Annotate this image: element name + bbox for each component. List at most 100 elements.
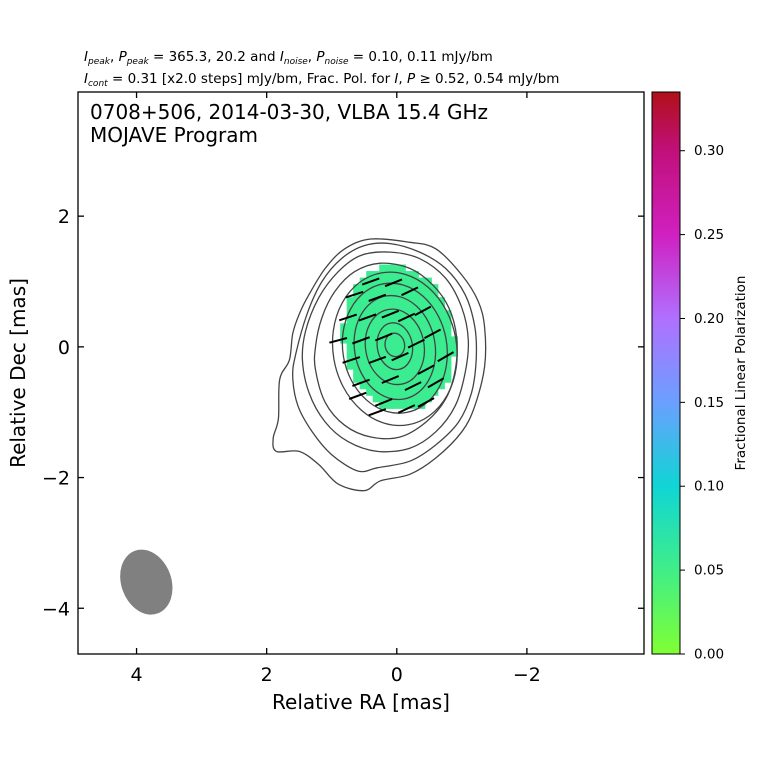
polarization-pixel — [366, 323, 374, 331]
polarization-pixel — [379, 277, 387, 285]
polarization-pixel — [392, 336, 400, 344]
polarization-pixel — [385, 349, 393, 357]
polarization-pixel — [398, 310, 406, 318]
polarization-pixel — [424, 310, 432, 318]
contour-line — [376, 322, 414, 371]
contours — [272, 238, 487, 492]
polarization-pixel — [424, 336, 432, 344]
polarization-pixel — [418, 342, 426, 351]
polarization-pixel — [437, 349, 445, 357]
colorbar-tick-label: 0.25 — [694, 227, 724, 243]
polarization-pixel — [418, 277, 426, 285]
evpa-vector — [374, 398, 393, 407]
polarization-pixel — [398, 375, 406, 383]
polarization-pixel — [385, 284, 393, 292]
colorbar-label: Fractional Linear Polarization — [733, 276, 749, 471]
polarization-pixel — [418, 290, 426, 298]
evpa-vector — [397, 404, 416, 414]
polarization-pixel — [372, 277, 380, 285]
polarization-pixel — [372, 303, 380, 311]
polarization-pixel — [353, 369, 361, 377]
polarization-pixel — [366, 388, 374, 396]
polarization-pixel — [379, 382, 387, 390]
evpa-vector — [368, 355, 387, 365]
polarization-pixel — [405, 362, 413, 370]
polarization-pixel — [353, 349, 361, 357]
polarization-pixel — [353, 362, 361, 370]
x-tick-label: −2 — [513, 664, 541, 686]
evpa-vector — [384, 278, 403, 288]
x-tick-label: 4 — [131, 664, 143, 686]
y-axis-label: Relative Dec [mas] — [6, 278, 30, 468]
polarization-pixel — [385, 277, 393, 285]
polarization-pixel — [405, 349, 413, 357]
polarization-pixel — [411, 297, 419, 305]
polarization-pixel — [366, 290, 374, 298]
polarization-pixel — [385, 290, 393, 298]
y-tick-label: 2 — [58, 206, 70, 228]
polarization-pixel — [385, 316, 393, 324]
polarization-pixel — [398, 401, 406, 409]
polarization-pixel — [431, 349, 439, 357]
polarization-pixel — [450, 336, 458, 344]
polarization-pixel — [398, 271, 406, 279]
polarization-pixel — [431, 388, 439, 396]
y-tick-label: −2 — [42, 468, 70, 490]
contour-line — [292, 242, 478, 473]
polarization-pixel — [398, 388, 406, 396]
polarization-pixel — [405, 303, 413, 311]
polarization-pixel — [398, 342, 406, 351]
polarization-pixel — [424, 388, 432, 396]
polarization-pixel — [385, 271, 393, 279]
polarization-pixel — [411, 349, 419, 357]
polarization-pixel — [392, 362, 400, 370]
polarization-pixel — [385, 264, 393, 272]
evpa-vector — [407, 338, 425, 349]
polarization-pixel — [372, 310, 380, 318]
polarization-pixel — [405, 388, 413, 396]
polarization-pixel — [444, 375, 452, 383]
polarization-pixel — [437, 329, 445, 337]
polarization-pixel — [359, 277, 367, 285]
polarization-pixel — [379, 336, 387, 344]
polarization-pixel — [379, 362, 387, 370]
plot-frame — [77, 91, 645, 655]
beam-ellipse — [120, 549, 173, 615]
polarization-pixel — [411, 329, 419, 337]
colorbar-tick-label: 0.10 — [694, 479, 724, 495]
y-tick-label: −4 — [42, 598, 70, 620]
polarization-pixel — [424, 356, 432, 364]
polarization-pixel — [346, 336, 354, 344]
polarization-pixel — [411, 369, 419, 377]
evpa-vector — [404, 381, 422, 391]
contour-line — [384, 332, 406, 358]
y-tick-label: 0 — [58, 337, 70, 359]
polarization-pixel — [346, 342, 354, 351]
polarization-pixel — [424, 342, 432, 351]
polarization-pixel — [418, 303, 426, 311]
polarization-pixel — [366, 271, 374, 279]
header-line-peak-noise: Ipeak, Ppeak = 365.3, 20.2 and Inoise, P… — [84, 49, 493, 67]
polarization-pixel — [379, 329, 387, 337]
polarization-pixel — [411, 277, 419, 285]
polarization-pixel — [450, 342, 458, 351]
evpa-vector — [368, 408, 387, 417]
polarization-pixel — [424, 362, 432, 370]
polarization-pixel — [398, 277, 406, 285]
polarization-pixel — [359, 329, 367, 337]
polarization-pixel — [405, 401, 413, 409]
colorbar-tick-label: 0.05 — [694, 563, 724, 579]
polarization-pixel — [372, 362, 380, 370]
polarization-pixel — [431, 303, 439, 311]
polarization-pixel — [437, 297, 445, 305]
polarization-pixel — [424, 290, 432, 298]
colorbar-tick-label: 0.30 — [694, 143, 724, 159]
evpa-vector — [381, 309, 400, 319]
evpa-vector — [417, 397, 435, 408]
polarization-pixel — [366, 336, 374, 344]
polarization-pixel — [385, 323, 393, 331]
polarization-pixel — [418, 395, 426, 403]
polarization-pixel — [424, 323, 432, 331]
polarization-pixel — [418, 375, 426, 383]
